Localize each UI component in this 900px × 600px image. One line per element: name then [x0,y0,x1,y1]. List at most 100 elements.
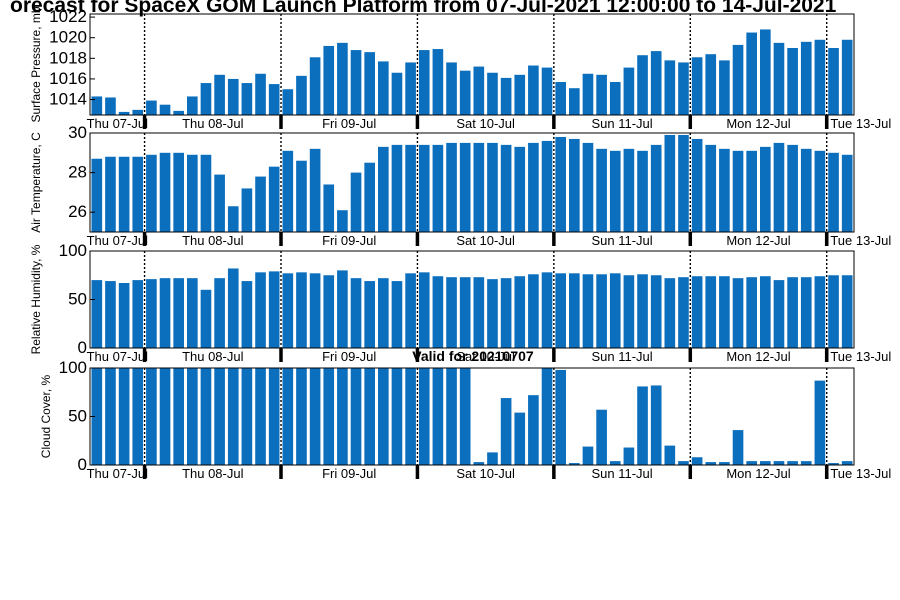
y-tick-label: 1018 [49,48,87,67]
bar [760,146,771,232]
bar [541,67,553,115]
bar [814,276,826,348]
y-tick-label: 0 [78,338,87,357]
bar [200,83,212,115]
bar [173,278,184,348]
x-day-label: Fri 09-Jul [322,466,376,481]
bar [719,462,730,465]
bar [787,277,798,348]
bar [255,272,266,348]
bar [282,89,294,115]
bar [337,42,348,115]
bar [91,158,103,232]
bar [541,272,553,348]
y-tick-label: 0 [78,455,87,474]
bar [432,368,444,465]
y-tick-label: 50 [68,407,87,426]
bar [514,74,526,115]
bar [214,278,225,348]
bar [418,144,430,232]
x-day-label: Sat 10-Jul [456,233,515,248]
axes-frame [89,132,855,233]
bar [105,156,116,232]
bar [446,368,457,465]
bar [705,462,717,465]
bar [282,273,294,348]
bar [691,138,703,232]
x-day-label: Mon 12-Jul [726,349,790,364]
bar [650,275,662,348]
bar [91,280,103,348]
bar [596,74,607,115]
bar [159,104,171,115]
bar [705,54,717,115]
bar [500,278,512,348]
bar [268,166,280,232]
bar [105,281,116,348]
bar [309,368,321,465]
bar [378,368,389,465]
bar [637,150,648,232]
bar [227,78,239,115]
bar [146,100,157,115]
bar [569,273,580,348]
bar [241,188,253,232]
y-tick-label: 100 [59,241,87,260]
bar [118,111,130,115]
bar [841,461,853,465]
bar [105,97,116,115]
x-day-label: Thu 07-Jul [87,116,149,131]
panel-2: 26 28 30 Thu 07-Jul Thu 08-Jul Fri 09-Jul Sat … [29,123,891,248]
bar [773,142,785,232]
bar [418,368,430,465]
bar [418,50,430,115]
bar [596,274,607,348]
bar [323,184,335,232]
bar [391,368,403,465]
bar [541,368,553,465]
bar [255,73,266,115]
bar [405,62,416,115]
x-day-label: Sat 10-Jul [456,116,515,131]
bar [609,150,621,232]
x-day-label: Sun 11-Jul [591,349,652,364]
bar [364,368,375,465]
bar [828,275,839,348]
bar [132,280,144,348]
x-day-label: Fri 09-Jul [322,233,376,248]
bar [732,278,744,348]
bar [746,461,757,465]
bar [555,136,566,232]
bar [664,278,676,348]
bar [378,278,389,348]
y-tick-label: 26 [68,202,87,221]
x-day-label: Thu 07-Jul [87,233,149,248]
bar [514,146,526,232]
y-axis-label: Relative Humidity, % [29,244,43,354]
bar [227,268,239,348]
bar [159,152,171,232]
bar [678,62,689,115]
bar [691,57,703,115]
bar [364,281,375,348]
bar [637,386,648,465]
bar [323,45,335,115]
y-tick-label: 100 [59,358,87,377]
x-day-label: Tue 13-Jul [830,233,891,248]
bar [91,96,103,115]
x-day-label: Tue 13-Jul [830,466,891,481]
bar [473,462,485,465]
bar [146,368,157,465]
bar [664,445,676,465]
bar [446,142,457,232]
y-tick-label: 1014 [49,90,87,109]
y-tick-label: 1020 [49,28,87,47]
bar [828,463,839,465]
bar [350,368,362,465]
bar [732,150,744,232]
bar [296,160,307,232]
bar [241,83,253,115]
bar [282,368,294,465]
bar [146,279,157,348]
